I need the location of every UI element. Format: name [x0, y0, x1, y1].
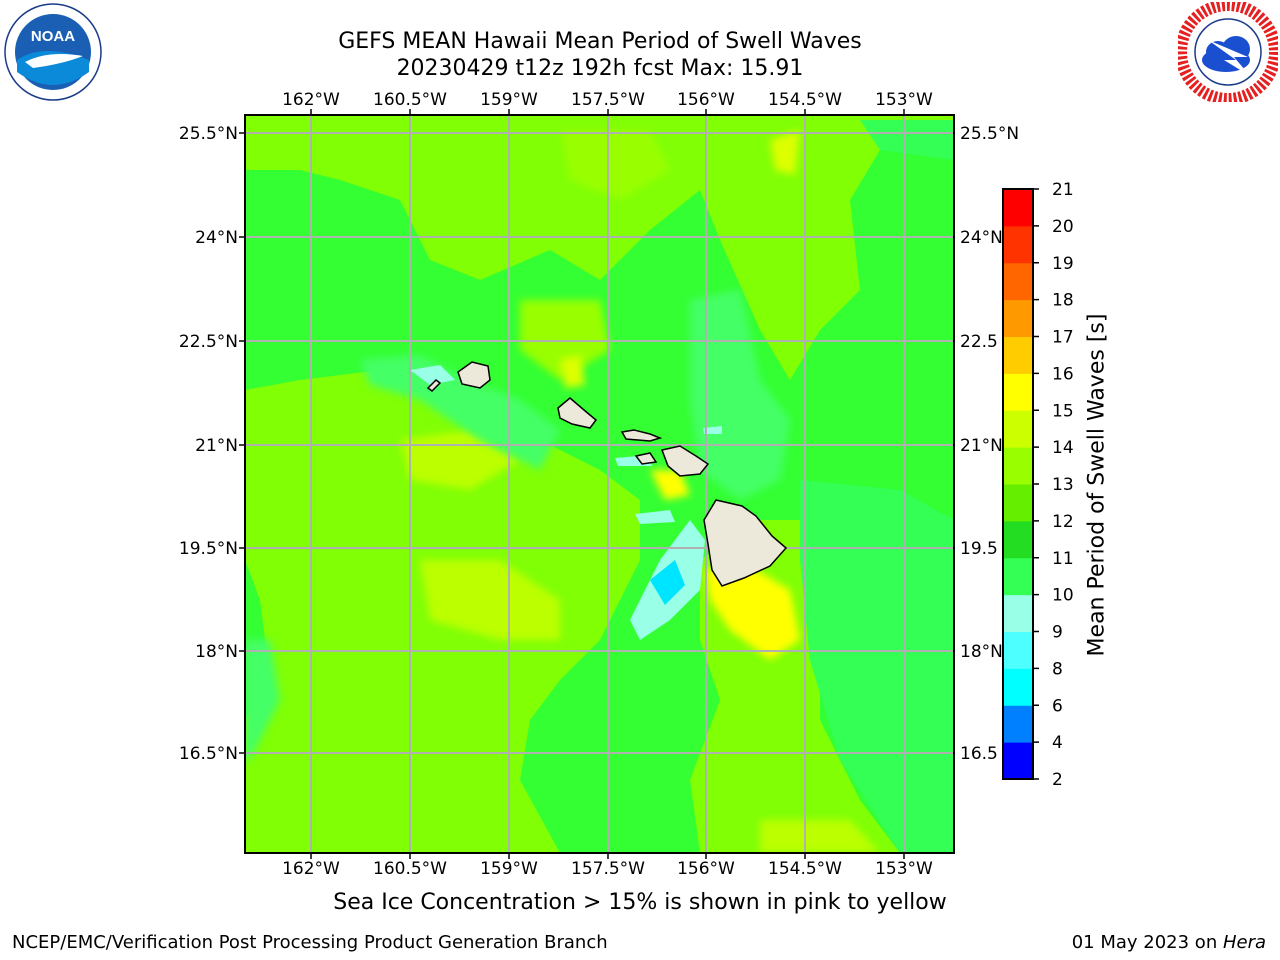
lon-tick-label: 160.5°W — [373, 859, 447, 879]
colorbar-swatch — [1003, 225, 1033, 264]
map-frame — [244, 114, 955, 854]
colorbar-tick-label: 20 — [1052, 217, 1074, 237]
lon-tick-label: 157.5°W — [571, 859, 645, 879]
colorbar-ticks: 2 4 6 8 9 10 11 12 13 14 15 16 17 18 19 20 21 — [1033, 180, 1074, 790]
colorbar-swatch — [1003, 447, 1033, 485]
colorbar-tick-label: 4 — [1052, 733, 1063, 753]
lat-tick-label: 22.5 — [960, 332, 998, 352]
lon-tick-label: 162°W — [282, 90, 340, 110]
lon-tick-label: 160.5°W — [373, 90, 447, 110]
colorbar-tick-label: 9 — [1052, 623, 1063, 643]
colorbar-swatch — [1003, 336, 1033, 374]
colorbar-swatch — [1003, 668, 1033, 706]
lon-tick-label: 153°W — [875, 90, 933, 110]
island-maui — [660, 445, 710, 477]
colorbar-tick-label: 11 — [1052, 549, 1074, 569]
lon-tick-label: 156°W — [677, 90, 735, 110]
lat-tick-label: 21°N — [960, 436, 1003, 456]
chart-title: GEFS MEAN Hawaii Mean Period of Swell Wa… — [338, 29, 862, 54]
island-molokai — [620, 429, 663, 442]
colorbar-swatch — [1003, 742, 1033, 780]
colorbar-swatch — [1003, 189, 1033, 227]
lat-tick-label: 24°N — [195, 228, 238, 248]
island-lanai — [634, 452, 658, 465]
colorbar-tick-label: 12 — [1052, 512, 1074, 532]
colorbar-swatch — [1003, 262, 1033, 301]
footer-date: 01 May 2023 on Hera — [1072, 932, 1266, 953]
island-niihau — [426, 379, 442, 392]
colorbar-tick-label: 13 — [1052, 475, 1074, 495]
colorbar-tick-label: 10 — [1052, 586, 1074, 606]
footer-host: Hera — [1222, 932, 1266, 953]
tick-marks — [239, 109, 905, 859]
lon-labels-top: 162°W 160.5°W 159°W 157.5°W 156°W 154.5°… — [282, 90, 933, 110]
lon-tick-label: 153°W — [875, 859, 933, 879]
colorbar-tick-label: 6 — [1052, 696, 1063, 716]
sea-ice-note: Sea Ice Concentration > 15% is shown in … — [333, 890, 947, 915]
colorbar-tick-label: 16 — [1052, 364, 1074, 384]
colorbar-tick-label: 21 — [1052, 180, 1074, 200]
lat-tick-label: 16.5°N — [179, 744, 238, 764]
island-hawaii — [703, 499, 788, 587]
lat-tick-label: 25.5°N — [179, 124, 238, 144]
footer-credit: NCEP/EMC/Verification Post Processing Pr… — [12, 932, 608, 953]
field-14-15-regions — [560, 130, 800, 660]
colorbar-swatch — [1003, 410, 1033, 448]
lon-tick-label: 159°W — [480, 859, 538, 879]
lat-tick-label: 25.5°N — [960, 124, 1019, 144]
lat-tick-label: 22.5°N — [179, 332, 238, 352]
lon-labels-bottom: 162°W 160.5°W 159°W 157.5°W 156°W 154.5°… — [282, 859, 933, 879]
lat-tick-label: 19.5°N — [179, 539, 238, 559]
island-oahu — [557, 397, 598, 429]
colorbar-swatch — [1003, 484, 1033, 522]
lon-tick-label: 159°W — [480, 90, 538, 110]
colorbar-tick-label: 15 — [1052, 401, 1074, 421]
nws-logo — [1178, 2, 1278, 102]
lon-tick-label: 162°W — [282, 859, 340, 879]
colorbar-swatch — [1003, 299, 1033, 337]
lon-tick-label: 156°W — [677, 859, 735, 879]
lon-tick-label: 157.5°W — [571, 90, 645, 110]
colorbar: 2 4 6 8 9 10 11 12 13 14 15 16 17 18 19 20 21 — [1002, 180, 1074, 790]
colorbar-label: Mean Period of Swell Waves [s] — [1084, 313, 1110, 657]
colorbar-swatch — [1003, 373, 1033, 411]
hawaiian-islands — [426, 361, 788, 587]
lat-tick-label: 19.5 — [960, 539, 998, 559]
noaa-logo-text: NOAA — [31, 28, 75, 45]
colorbar-swatches — [1003, 189, 1033, 780]
lat-labels-right: 25.5°N 24°N 22.5 21°N 19.5 18°N 16.5 — [960, 124, 1019, 764]
colorbar-tick-label: 8 — [1052, 659, 1063, 679]
lat-labels-left: 25.5°N 24°N 22.5°N 21°N 19.5°N 18°N 16.5… — [179, 124, 238, 764]
map-grid — [245, 115, 954, 853]
colorbar-tick-label: 17 — [1052, 328, 1074, 348]
colorbar-swatch — [1003, 705, 1033, 743]
lat-tick-label: 18°N — [960, 642, 1003, 662]
colorbar-tick-label: 19 — [1052, 254, 1074, 274]
chart-subtitle: 20230429 t12z 192h fcst Max: 15.91 — [396, 56, 804, 81]
swell-period-field — [245, 115, 954, 853]
colorbar-swatch — [1003, 520, 1033, 559]
colorbar-tick-label: 18 — [1052, 291, 1074, 311]
lat-tick-label: 24°N — [960, 228, 1003, 248]
lon-tick-label: 154.5°W — [768, 90, 842, 110]
lon-tick-label: 154.5°W — [768, 859, 842, 879]
lat-tick-label: 16.5 — [960, 744, 998, 764]
colorbar-tick-label: 2 — [1052, 770, 1063, 790]
colorbar-tick-label: 14 — [1052, 438, 1074, 458]
colorbar-swatch — [1003, 557, 1033, 596]
lat-tick-label: 18°N — [195, 642, 238, 662]
lat-tick-label: 21°N — [195, 436, 238, 456]
colorbar-swatch — [1003, 594, 1033, 632]
footer-date-text: 01 May 2023 on — [1071, 932, 1223, 953]
noaa-logo: NOAA — [4, 3, 102, 101]
colorbar-swatch — [1003, 631, 1033, 669]
island-kauai — [457, 361, 491, 389]
